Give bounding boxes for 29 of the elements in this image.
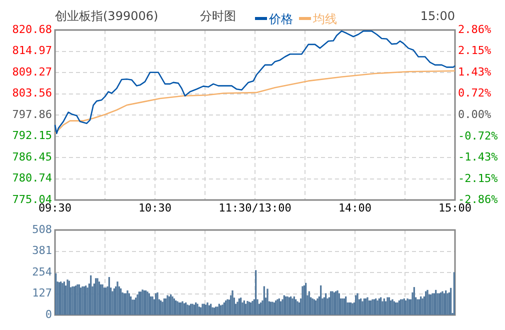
legend-label: 价格 <box>269 10 293 26</box>
y-tick-label: 809.27 <box>12 65 52 78</box>
y-tick-label: 0 <box>45 308 52 321</box>
y2-tick-label: 1.43% <box>458 65 492 78</box>
y-tick-label: 792.15 <box>12 129 52 142</box>
y2-tick-label: -2.15% <box>458 172 498 185</box>
y-tick-label: 254 <box>32 265 52 278</box>
y-tick-label: 381 <box>32 244 52 258</box>
y2-tick-label: 0.72% <box>458 86 492 100</box>
y2-tick-label: -0.72% <box>458 129 498 142</box>
y-tick-label: 820.68 <box>12 22 52 36</box>
y-tick-label: 797.86 <box>12 108 52 121</box>
y-tick-label: 508 <box>32 222 52 236</box>
x-tick-label: 14:00 <box>338 201 372 214</box>
y2-tick-label: -1.43% <box>458 150 498 164</box>
y-tick-label: 780.74 <box>12 172 52 185</box>
text: 15:00 <box>420 8 455 24</box>
y2-tick-label: 2.86% <box>458 22 492 36</box>
y2-tick-label: 0.00% <box>458 108 492 121</box>
y2-tick-label: 2.15% <box>458 44 492 57</box>
x-tick-label: 11:30/13:00 <box>218 201 292 214</box>
x-tick-label: 10:30 <box>138 201 172 214</box>
y-tick-label: 127 <box>32 286 52 300</box>
legend-label: 均线 <box>313 10 337 26</box>
y-tick-label: 814.97 <box>12 44 52 58</box>
y-tick-label: 786.45 <box>12 150 52 164</box>
chart-subtitle: 分时图 <box>200 8 236 24</box>
y-tick-label: 803.56 <box>12 86 52 100</box>
chart-title: 创业板指(399006) <box>55 8 158 24</box>
